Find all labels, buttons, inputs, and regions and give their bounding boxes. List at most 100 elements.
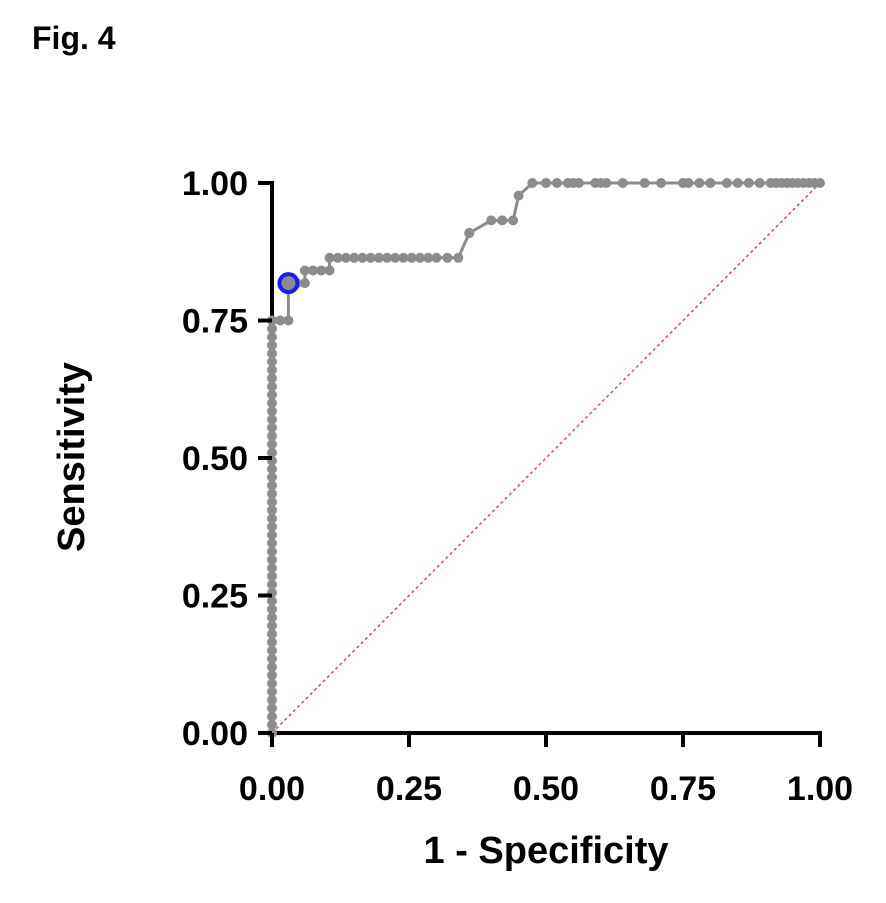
roc-point [267, 365, 277, 375]
roc-point [365, 252, 376, 263]
roc-point [324, 252, 335, 263]
roc-point [398, 252, 409, 263]
roc-point [601, 178, 612, 188]
x-axis-title: 1 - Specificity [424, 830, 669, 872]
roc-point [267, 620, 277, 631]
roc-point [324, 265, 335, 276]
roc-point [551, 178, 562, 188]
figure-label: Fig. 4 [32, 20, 116, 56]
roc-point [357, 252, 368, 263]
roc-point [382, 252, 393, 263]
roc-point [308, 265, 319, 276]
roc-point [267, 719, 277, 730]
roc-point [299, 265, 310, 276]
optimal-cutoff-point [277, 272, 300, 295]
roc-point [267, 497, 277, 507]
roc-point [815, 178, 825, 188]
roc-point [267, 340, 277, 351]
roc-point [656, 178, 667, 188]
roc-point [267, 579, 277, 590]
roc-point [267, 447, 277, 458]
roc-point [497, 215, 508, 226]
roc-point [683, 178, 694, 188]
roc-series-layer [267, 178, 825, 738]
roc-point [442, 252, 453, 263]
roc-point [267, 406, 277, 417]
roc-point [527, 178, 538, 188]
reference-line [271, 182, 821, 734]
roc-point [267, 398, 277, 408]
roc-point [617, 178, 628, 188]
roc-point [283, 315, 294, 326]
roc-point [267, 530, 277, 540]
roc-point [349, 252, 360, 263]
roc-point [732, 178, 743, 188]
roc-point [431, 252, 442, 263]
roc-point [267, 521, 277, 532]
roc-point [267, 645, 277, 656]
roc-point [267, 686, 277, 697]
roc-point [275, 315, 286, 326]
roc-point [267, 356, 277, 367]
roc-point [316, 265, 327, 276]
roc-point [332, 252, 343, 263]
x-tick-label: 0.25 [376, 770, 442, 808]
roc-point [267, 711, 277, 722]
y-tick-label: 0.75 [182, 303, 248, 341]
x-tick-label: 0.75 [650, 770, 716, 808]
roc-point [267, 464, 277, 474]
roc-point [705, 178, 716, 188]
roc-point [743, 178, 754, 188]
roc-point [390, 252, 401, 263]
roc-point [267, 332, 277, 342]
roc-point [267, 546, 277, 557]
roc-point [267, 389, 277, 400]
roc-point [267, 662, 277, 672]
x-tick-label: 0.00 [239, 770, 305, 808]
roc-point [267, 670, 277, 681]
y-tick-label: 0.25 [182, 578, 248, 616]
roc-point [267, 439, 277, 450]
roc-point [267, 604, 277, 615]
roc-point [513, 190, 524, 201]
x-tick-label: 0.50 [513, 770, 579, 808]
roc-point [267, 480, 277, 491]
roc-point [508, 215, 519, 226]
y-tick-label: 0.00 [182, 715, 248, 753]
roc-point [267, 571, 277, 582]
roc-point [267, 323, 277, 334]
roc-point [267, 488, 277, 499]
y-tick-label: 1.00 [182, 165, 248, 203]
roc-point [639, 178, 650, 188]
roc-point [267, 472, 277, 483]
roc-point [267, 414, 277, 425]
roc-point [573, 178, 584, 188]
roc-point [423, 252, 434, 263]
roc-point [267, 554, 277, 565]
roc-point [464, 228, 475, 239]
roc-point [267, 431, 277, 441]
roc-point [267, 422, 277, 433]
y-axis-title: Sensitivity [51, 362, 93, 552]
roc-point [721, 178, 732, 188]
roc-point [267, 596, 277, 606]
roc-point [267, 381, 277, 392]
roc-point [267, 629, 277, 639]
roc-point [373, 252, 384, 263]
roc-point [267, 348, 277, 359]
roc-point [267, 513, 277, 524]
roc-point [267, 612, 277, 623]
roc-point [267, 695, 277, 705]
roc-point [486, 215, 497, 226]
x-tick-label: 1.00 [787, 770, 853, 808]
roc-point [267, 653, 277, 664]
roc-point [267, 637, 277, 648]
ticks-layer: 0.00 0.25 0.50 0.75 1.00 0.00 0.25 0.50 0.75 1.00 [182, 165, 853, 808]
roc-point [267, 538, 277, 549]
roc-point [453, 252, 464, 263]
reference-line-layer [271, 182, 821, 734]
roc-point [267, 373, 277, 384]
roc-point [754, 178, 765, 188]
roc-point [267, 505, 277, 516]
